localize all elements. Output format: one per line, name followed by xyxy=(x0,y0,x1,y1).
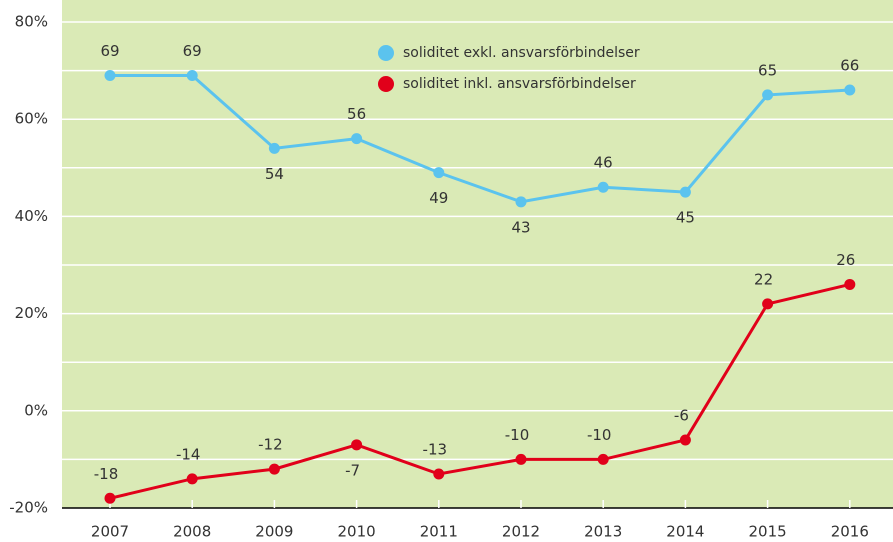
y-tick-label: 80% xyxy=(15,13,48,31)
x-tick-label: 2013 xyxy=(584,523,622,541)
point xyxy=(597,181,609,193)
value-label: 69 xyxy=(100,42,119,60)
point xyxy=(679,434,691,446)
y-tick-label: 60% xyxy=(15,110,48,128)
value-label: 65 xyxy=(758,61,777,79)
point xyxy=(679,186,691,198)
point xyxy=(351,133,363,145)
value-label: -10 xyxy=(587,426,612,444)
x-tick-label: 2009 xyxy=(255,523,293,541)
point xyxy=(186,473,198,485)
x-tick-label: 2011 xyxy=(420,523,458,541)
point xyxy=(844,278,856,290)
x-tick-label: 2010 xyxy=(338,523,376,541)
point xyxy=(186,69,198,81)
point xyxy=(515,453,527,465)
series-line xyxy=(109,282,851,500)
legend-marker xyxy=(378,45,394,61)
value-label: 22 xyxy=(754,270,773,288)
value-label: 66 xyxy=(840,57,859,75)
value-label: 56 xyxy=(347,105,366,123)
value-label: 43 xyxy=(511,218,530,236)
point xyxy=(762,298,774,310)
point xyxy=(597,453,609,465)
point xyxy=(844,84,856,96)
value-label: -7 xyxy=(345,461,360,479)
y-tick-label: -20% xyxy=(9,499,48,517)
y-tick-label: 40% xyxy=(15,207,48,225)
point xyxy=(104,492,116,504)
value-label: -6 xyxy=(674,406,689,424)
value-label: -13 xyxy=(423,440,448,458)
legend-marker xyxy=(378,76,394,92)
value-label: 46 xyxy=(594,154,613,172)
point xyxy=(762,89,774,101)
value-label: 45 xyxy=(676,209,695,227)
point xyxy=(433,167,445,179)
value-label: 69 xyxy=(183,42,202,60)
point xyxy=(268,142,280,154)
legend-label: soliditet exkl. ansvarsförbindelser xyxy=(403,45,640,61)
x-tick-label: 2015 xyxy=(749,523,787,541)
value-label: -10 xyxy=(505,426,530,444)
point xyxy=(351,439,363,451)
point xyxy=(433,468,445,480)
y-tick-label: 0% xyxy=(24,401,48,419)
x-tick-label: 2008 xyxy=(173,523,211,541)
x-tick-label: 2007 xyxy=(91,523,129,541)
x-tick-label: 2012 xyxy=(502,523,540,541)
value-label: -18 xyxy=(94,465,119,483)
value-label: 26 xyxy=(836,251,855,269)
series-line xyxy=(110,73,850,204)
legend-label: soliditet inkl. ansvarsförbindelser xyxy=(403,76,636,92)
point xyxy=(515,196,527,208)
point xyxy=(104,69,116,81)
value-label: -14 xyxy=(176,445,201,463)
x-tick-label: 2016 xyxy=(831,523,869,541)
value-label: 49 xyxy=(429,189,448,207)
x-tick-label: 2014 xyxy=(666,523,704,541)
value-label: -12 xyxy=(258,436,283,454)
value-label: 54 xyxy=(265,165,284,183)
point xyxy=(268,463,280,475)
y-tick-label: 20% xyxy=(15,304,48,322)
